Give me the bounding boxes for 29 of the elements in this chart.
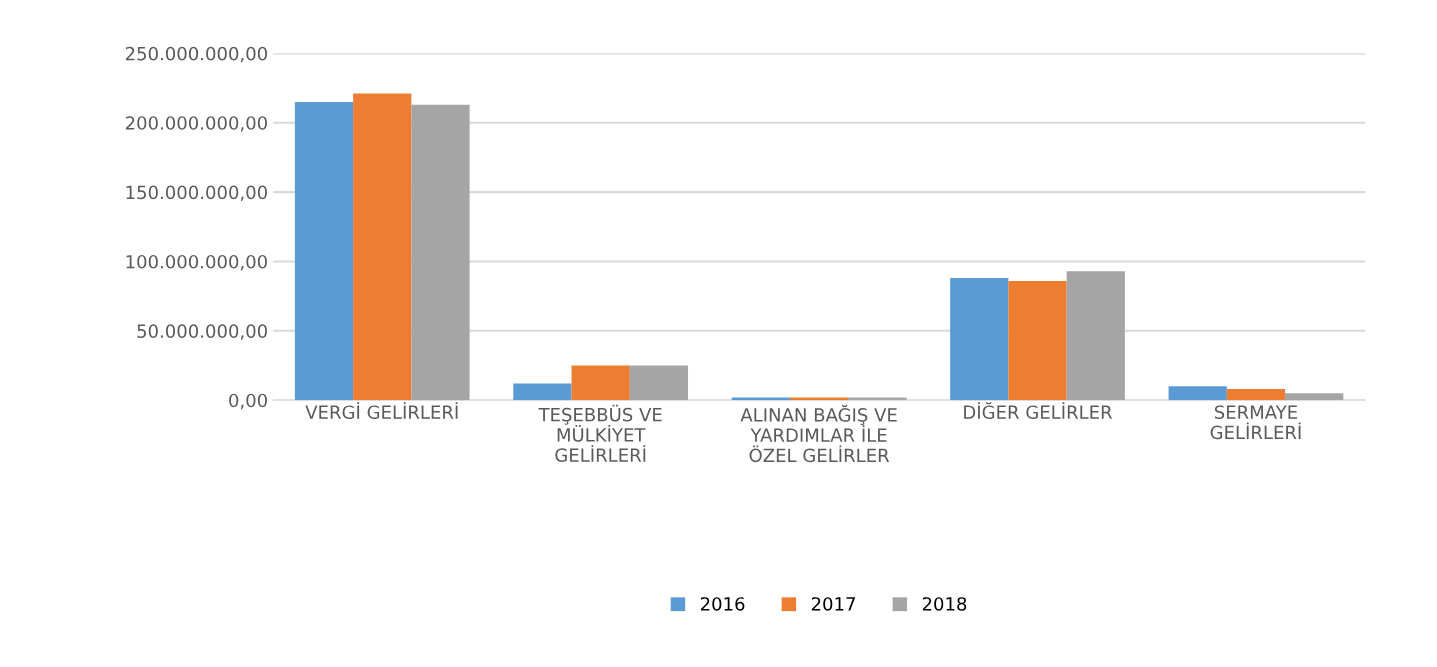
bar bbox=[629, 365, 689, 401]
x-tick-label: ALINAN BAĞIŞ VE YARDIMLAR İLE ÖZEL GELİRLER bbox=[740, 404, 897, 463]
bar bbox=[513, 383, 572, 401]
bar bbox=[411, 104, 470, 401]
legend-label: 2018 bbox=[922, 597, 967, 611]
x-tick-label: TEŞEBBÜS VE MÜLKİYET GELİRLERİ bbox=[538, 404, 662, 462]
y-tick-label: 50.000.000,00 bbox=[137, 324, 267, 340]
y-tick-label: 200.000.000,00 bbox=[125, 116, 267, 132]
bar bbox=[353, 93, 412, 401]
bar bbox=[1285, 393, 1344, 401]
x-tick-label: SERMAYE GELİRLERİ bbox=[1210, 405, 1301, 440]
bar bbox=[294, 101, 354, 401]
bar bbox=[731, 397, 790, 401]
bar bbox=[848, 397, 907, 401]
bar bbox=[1168, 386, 1227, 401]
bar bbox=[1066, 271, 1125, 401]
y-tick-label: 100.000.000,00 bbox=[126, 254, 267, 271]
bar bbox=[789, 397, 849, 401]
legend-label: 2017 bbox=[811, 597, 855, 611]
y-tick-label: 0,00 bbox=[229, 393, 267, 410]
x-tick-label: VERGİ GELİRLERİ bbox=[305, 402, 458, 420]
y-tick-label: 250.000.000,00 bbox=[125, 46, 267, 63]
bar bbox=[1008, 280, 1067, 401]
bar bbox=[571, 365, 630, 401]
bar bbox=[1226, 389, 1286, 401]
bar bbox=[950, 278, 1009, 401]
x-tick-label: DİĞER GELİRLER bbox=[964, 402, 1113, 420]
legend-label: 2016 bbox=[700, 597, 745, 611]
y-tick-label: 150.000.000,00 bbox=[126, 185, 267, 202]
